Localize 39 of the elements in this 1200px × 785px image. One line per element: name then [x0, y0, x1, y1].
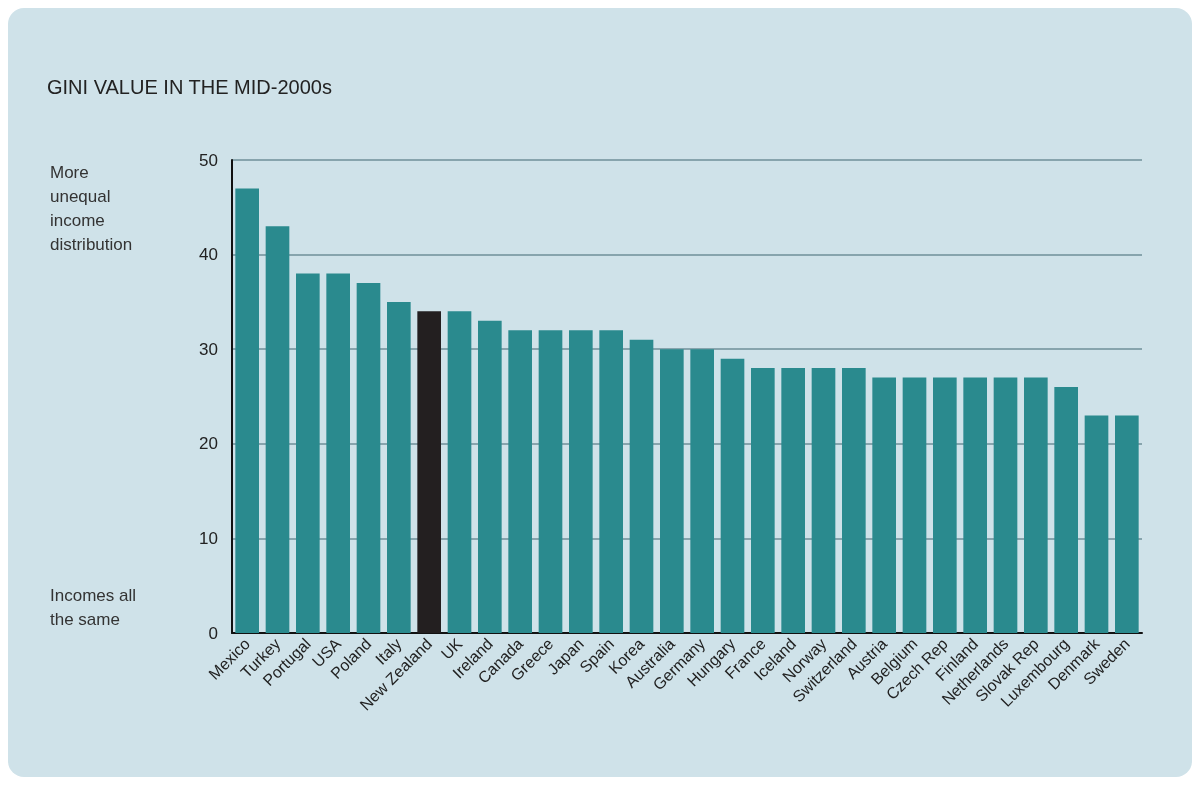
- y-tick-label: 30: [199, 339, 218, 359]
- bar: [629, 339, 654, 633]
- bar: [478, 320, 502, 633]
- bar: [1054, 387, 1078, 633]
- text: Incomes all the same: [50, 585, 136, 629]
- bar: [569, 330, 593, 633]
- bar: [963, 377, 987, 633]
- y-tick-label: 40: [199, 245, 218, 265]
- text: More unequal income distribution: [50, 162, 133, 254]
- bar: [660, 349, 684, 633]
- bar: [417, 311, 441, 633]
- bar: [508, 330, 532, 633]
- bar: [993, 377, 1018, 633]
- y-tick-label: 50: [199, 150, 218, 170]
- bar: [387, 301, 411, 633]
- y-tick-label: 10: [199, 528, 218, 548]
- bar: [690, 349, 714, 633]
- bar: [902, 377, 927, 633]
- y-tick-label: 20: [199, 434, 218, 454]
- bar: [1084, 415, 1109, 633]
- chart-title: GINI VALUE IN THE MID-2000s: [47, 76, 332, 98]
- bar: [356, 282, 381, 633]
- bar: [933, 377, 957, 633]
- bar: [751, 368, 775, 633]
- bar: [447, 311, 472, 633]
- bar: [235, 188, 259, 633]
- bar: [781, 368, 805, 633]
- bar: [1115, 415, 1139, 633]
- bar: [720, 358, 745, 633]
- bar: [538, 330, 563, 633]
- bar: [1024, 377, 1048, 633]
- bar: [265, 226, 290, 633]
- bar: [872, 377, 896, 633]
- bar: [842, 368, 866, 633]
- bar: [296, 273, 320, 633]
- y-tick-label: 0: [208, 623, 218, 643]
- bar: [811, 368, 836, 633]
- bar: [326, 273, 350, 633]
- bar: [599, 330, 623, 633]
